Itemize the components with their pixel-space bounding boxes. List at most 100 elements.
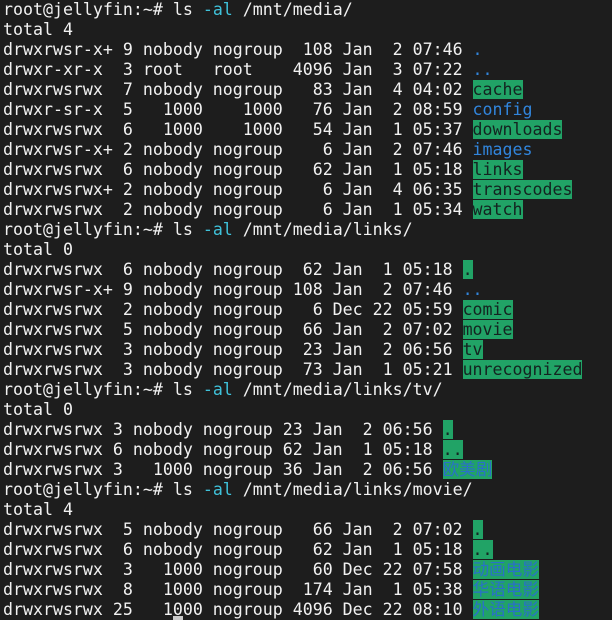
directory-name: movie	[462, 320, 513, 339]
terminal-line: drwxrwsrwx 6 nobody nogroup 62 Jan 1 05:…	[3, 160, 612, 180]
directory-name: transcodes	[472, 180, 573, 199]
directory-name: cache	[472, 80, 523, 99]
terminal-cursor	[173, 616, 183, 620]
command-text: ls	[172, 220, 203, 239]
output-text: drwxrwsrwx 7 nobody nogroup 83 Jan 4 04:…	[3, 80, 473, 99]
terminal-line: root@jellyfin:~# ls -al /mnt/media/links…	[3, 480, 612, 500]
output-text: drwxrwsrwx 3 nobody nogroup 23 Jan 2 06:…	[3, 420, 443, 439]
output-text: drwxrwsrwx 6 1000 1000 54 Jan 1 05:37	[3, 120, 473, 139]
terminal-line: drwxrwsrwx 3 nobody nogroup 73 Jan 1 05:…	[3, 360, 612, 380]
directory-name: watch	[472, 200, 523, 219]
directory-name: downloads	[472, 120, 563, 139]
output-text: drwxrwsrwx 8 1000 nogroup 174 Jan 1 05:3…	[3, 580, 473, 599]
directory-name: .	[462, 260, 473, 279]
output-text: drwxrwsrwx 2 nobody nogroup 6 Jan 1 05:3…	[3, 200, 473, 219]
shell-prompt: root@jellyfin:~#	[3, 220, 173, 239]
terminal-line: root@jellyfin:~# ls -al /mnt/media/links…	[3, 380, 612, 400]
terminal-line: drwxrwsrwx 5 nobody nogroup 66 Jan 2 07:…	[3, 520, 612, 540]
directory-name: 华语电影	[472, 580, 539, 599]
command-flag: -al	[202, 480, 233, 499]
directory-name: 欧美剧	[442, 460, 493, 479]
output-text: drwxrwsrwx 5 nobody nogroup 66 Jan 2 07:…	[3, 520, 473, 539]
output-text: drwxr-sr-x 5 1000 1000 76 Jan 2 08:59	[3, 100, 473, 119]
output-text: drwxrwsrwx 3 nobody nogroup 23 Jan 2 06:…	[3, 340, 463, 359]
terminal-line: drwxrwsrwx 5 nobody nogroup 66 Jan 2 07:…	[3, 320, 612, 340]
output-text: drwxrwsrwx 2 nobody nogroup 6 Dec 22 05:…	[3, 300, 463, 319]
terminal-line: drwxrwsrwx 3 nobody nogroup 23 Jan 2 06:…	[3, 340, 612, 360]
terminal-line: drwxrwsrwx 8 1000 nogroup 174 Jan 1 05:3…	[3, 580, 612, 600]
command-text: ls	[172, 0, 203, 19]
shell-prompt: root@jellyfin:~#	[3, 480, 173, 499]
terminal-line: drwxrwsrwx 2 nobody nogroup 6 Dec 22 05:…	[3, 300, 612, 320]
command-argument: /mnt/media/	[232, 0, 353, 19]
directory-name: .	[442, 420, 453, 439]
terminal-line: drwxrwsrwx 6 nobody nogroup 62 Jan 1 05:…	[3, 260, 612, 280]
command-argument: /mnt/media/links/	[232, 220, 413, 239]
command-flag: -al	[202, 0, 233, 19]
terminal-line: total 0	[3, 400, 612, 420]
command-flag: -al	[202, 380, 233, 399]
terminal-line: drwxrwsrwx 3 1000 nogroup 36 Jan 2 06:56…	[3, 460, 612, 480]
output-text: drwxr-xr-x 3 root root 4096 Jan 3 07:22	[3, 60, 473, 79]
output-text: drwxrwsrwx 3 nobody nogroup 73 Jan 1 05:…	[3, 360, 463, 379]
command-text: ls	[172, 380, 203, 399]
shell-prompt: root@jellyfin:~#	[3, 380, 173, 399]
output-text: drwxrwsr-x+ 9 nobody nogroup 108 Jan 2 0…	[3, 40, 473, 59]
terminal-line: total 0	[3, 240, 612, 260]
terminal-line: drwxrwsrwx 2 nobody nogroup 6 Jan 1 05:3…	[3, 200, 612, 220]
command-flag: -al	[202, 220, 233, 239]
terminal-line: total 4	[3, 500, 612, 520]
output-text: drwxrwsr-x+ 9 nobody nogroup 108 Jan 2 0…	[3, 280, 463, 299]
output-text: drwxrwsrwx 6 nobody nogroup 62 Jan 1 05:…	[3, 260, 463, 279]
terminal-line: total 4	[3, 20, 612, 40]
output-text: total 0	[3, 240, 73, 259]
output-text: drwxrwsrwx 25 1000 nogroup 4096 Dec 22 0…	[3, 600, 473, 619]
directory-name: unrecognized	[462, 360, 583, 379]
output-text: drwxrwsrwx 3 1000 nogroup 60 Dec 22 07:5…	[3, 560, 473, 579]
output-text: drwxrwsrwx 5 nobody nogroup 66 Jan 2 07:…	[3, 320, 463, 339]
terminal-line: root@jellyfin:~# ls -al /mnt/media/links…	[3, 220, 612, 240]
terminal-line: drwxrwsrwx 7 nobody nogroup 83 Jan 4 04:…	[3, 80, 612, 100]
directory-name: 外语电影	[472, 600, 539, 619]
output-text: drwxrwsrwx+ 2 nobody nogroup 6 Jan 4 06:…	[3, 180, 473, 199]
shell-prompt: root@jellyfin:~#	[3, 0, 173, 19]
directory-name: images	[472, 140, 533, 159]
terminal-line: drwxrwsr-x+ 2 nobody nogroup 6 Jan 2 07:…	[3, 140, 612, 160]
directory-name: ..	[472, 540, 493, 559]
terminal-line: drwxrwsrwx+ 2 nobody nogroup 6 Jan 4 06:…	[3, 180, 612, 200]
directory-name: 动画电影	[472, 560, 539, 579]
directory-name: ..	[462, 280, 483, 299]
terminal-line: drwxr-xr-x 3 root root 4096 Jan 3 07:22 …	[3, 60, 612, 80]
output-text: drwxrwsrwx 6 nobody nogroup 62 Jan 1 05:…	[3, 540, 473, 559]
terminal-line: drwxrwsr-x+ 9 nobody nogroup 108 Jan 2 0…	[3, 40, 612, 60]
terminal-line: drwxrwsr-x+ 9 nobody nogroup 108 Jan 2 0…	[3, 280, 612, 300]
command-argument: /mnt/media/links/movie/	[232, 480, 473, 499]
directory-name: tv	[462, 340, 483, 359]
directory-name: links	[472, 160, 523, 179]
output-text: total 4	[3, 20, 73, 39]
output-text: drwxrwsr-x+ 2 nobody nogroup 6 Jan 2 07:…	[3, 140, 473, 159]
directory-name: ..	[472, 60, 493, 79]
directory-name: ..	[442, 440, 463, 459]
command-text: ls	[172, 480, 203, 499]
output-text: drwxrwsrwx 3 1000 nogroup 36 Jan 2 06:56	[3, 460, 443, 479]
terminal-line: drwxrwsrwx 25 1000 nogroup 4096 Dec 22 0…	[3, 600, 612, 620]
terminal-line: drwxrwsrwx 6 nobody nogroup 62 Jan 1 05:…	[3, 540, 612, 560]
command-argument: /mnt/media/links/tv/	[232, 380, 443, 399]
directory-name: .	[472, 40, 483, 59]
output-text: drwxrwsrwx 6 nobody nogroup 62 Jan 1 05:…	[3, 160, 473, 179]
output-text: total 0	[3, 400, 73, 419]
terminal-line: drwxrwsrwx 6 nobody nogroup 62 Jan 1 05:…	[3, 440, 612, 460]
directory-name: comic	[462, 300, 513, 319]
directory-name: config	[472, 100, 533, 119]
output-text: drwxrwsrwx 6 nobody nogroup 62 Jan 1 05:…	[3, 440, 443, 459]
terminal-line: drwxrwsrwx 6 1000 1000 54 Jan 1 05:37 do…	[3, 120, 612, 140]
output-text: total 4	[3, 500, 73, 519]
terminal-line: drwxrwsrwx 3 nobody nogroup 23 Jan 2 06:…	[3, 420, 612, 440]
terminal-line: root@jellyfin:~# ls -al /mnt/media/	[3, 0, 612, 20]
terminal-line: drwxrwsrwx 3 1000 nogroup 60 Dec 22 07:5…	[3, 560, 612, 580]
directory-name: .	[472, 520, 483, 539]
